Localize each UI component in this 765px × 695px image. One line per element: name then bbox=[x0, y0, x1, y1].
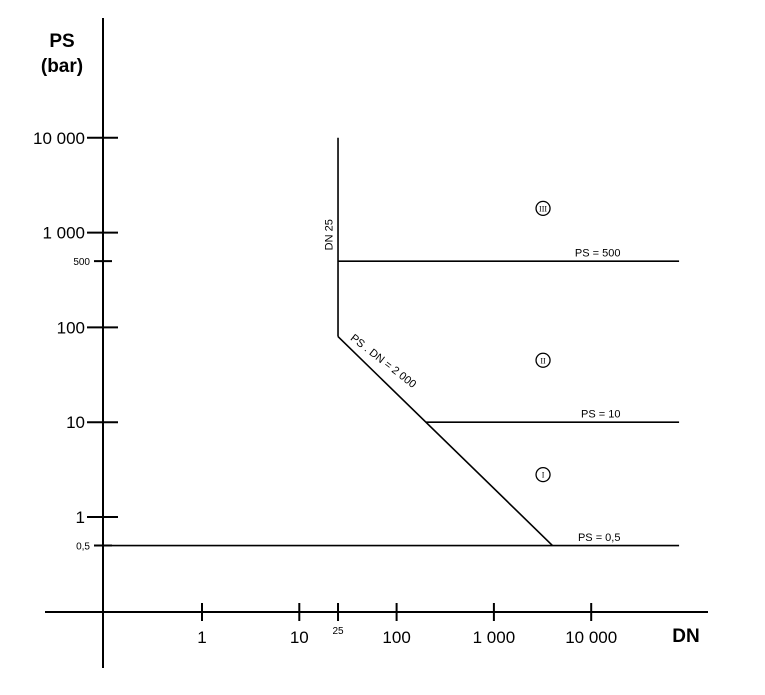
ps-10-label: PS = 10 bbox=[581, 409, 620, 421]
category-i-label: I bbox=[542, 471, 545, 480]
x-tick-label-2: 25 bbox=[332, 626, 344, 637]
category-ii: II bbox=[535, 352, 551, 368]
boundary-labels: PS = 500 PS = 10 PS = 0,5 PS . DN = 2 000 DN… bbox=[324, 219, 621, 544]
y-axis-label-line-2: (bar) bbox=[41, 56, 83, 77]
ps-0-5-label: PS = 0,5 bbox=[578, 532, 621, 544]
x-tick-label-3: 100 bbox=[382, 628, 410, 647]
y-axis-label-line-1: PS bbox=[49, 31, 74, 52]
y-tick-label-0: 0,5 bbox=[76, 542, 90, 553]
y-tick-label-3: 100 bbox=[57, 318, 85, 337]
y-tick-label-5: 1 000 bbox=[42, 224, 85, 243]
axes bbox=[45, 18, 708, 668]
y-axis-label: PS (bar) bbox=[41, 31, 83, 77]
x-tick-label-0: 1 bbox=[197, 628, 206, 647]
category-iii-label: III bbox=[539, 204, 547, 213]
x-tick-label-4: 1 000 bbox=[473, 628, 516, 647]
category-i: I bbox=[535, 466, 551, 483]
category-ii-circle bbox=[535, 352, 551, 368]
x-tick-label-5: 10 000 bbox=[565, 628, 617, 647]
dn-25-label: DN 25 bbox=[324, 219, 336, 250]
y-tick-label-6: 10 000 bbox=[33, 129, 85, 148]
boundary-ps-dn-2000 bbox=[337, 336, 554, 547]
x-tick-label-1: 10 bbox=[290, 628, 309, 647]
y-tick-label-1: 1 bbox=[76, 508, 85, 527]
category-ii-label: II bbox=[540, 356, 546, 365]
category-iii: III bbox=[535, 200, 551, 217]
ps-500-label: PS = 500 bbox=[575, 247, 621, 259]
category-i-circle bbox=[535, 466, 551, 483]
y-tick-label-2: 10 bbox=[66, 413, 85, 432]
category-iii-circle bbox=[535, 200, 551, 217]
ps-dn-label: PS . DN = 2 000 bbox=[348, 332, 418, 391]
x-axis-label: DN bbox=[672, 626, 699, 647]
boundary-lines bbox=[104, 137, 680, 547]
ticks: 1 10 25 100 1 000 10 000 0,5 1 10 100 500 1 000 10 0… bbox=[33, 129, 617, 647]
y-tick-label-4: 500 bbox=[73, 257, 90, 268]
